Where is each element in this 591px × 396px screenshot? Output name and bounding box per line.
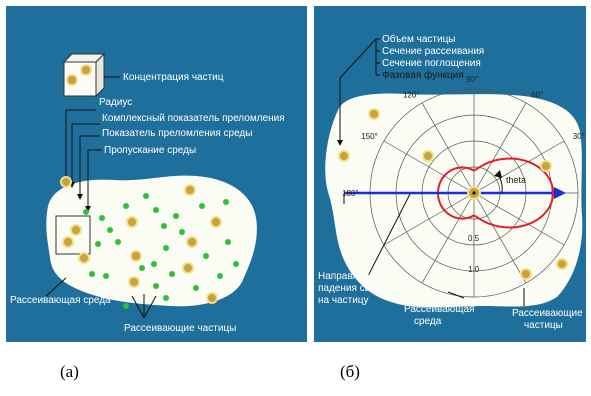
- small-particle: [225, 239, 231, 245]
- radial-label-1-0: 1.0: [468, 265, 480, 274]
- small-particle: [169, 271, 175, 277]
- label-absorption-cross-section: Сечение поглощения: [382, 58, 481, 69]
- polar-spoke: [383, 192, 475, 246]
- small-particle: [217, 273, 223, 279]
- small-particle: [153, 207, 159, 213]
- radial-label-0-5: 0.5: [468, 234, 480, 243]
- small-particle: [173, 213, 179, 219]
- small-particle: [193, 285, 199, 291]
- incident-ray-arrowhead: [554, 187, 566, 199]
- caption-a: (а): [60, 362, 79, 381]
- large-particle: [70, 224, 82, 236]
- label-transmission: Пропускание среды: [104, 145, 196, 156]
- large-particle: [128, 276, 140, 288]
- scattering-medium-blob: [46, 175, 257, 307]
- large-particle: [186, 236, 198, 248]
- small-particle: [223, 199, 229, 205]
- label-scattering-medium-b-2: среда: [414, 316, 442, 327]
- small-particle: [161, 223, 167, 229]
- small-particle: [83, 209, 89, 215]
- polar-spoke: [421, 102, 475, 194]
- panel-a-diagram: Концентрация частиц Радиус Комплексный п…: [10, 52, 285, 334]
- large-particle: [556, 258, 568, 270]
- label-incident-direction-3: на частицу: [318, 295, 369, 306]
- small-particle: [115, 239, 121, 245]
- small-particle: [203, 253, 209, 259]
- small-particle: [103, 273, 109, 279]
- small-particle: [233, 261, 239, 267]
- small-particle: [151, 261, 157, 267]
- large-particle: [368, 108, 380, 120]
- large-particle: [520, 268, 532, 280]
- label-complex-index: Комплексный показатель преломления: [102, 113, 285, 124]
- large-particle: [62, 236, 74, 248]
- theta-arrowhead: [494, 170, 502, 178]
- small-particle: [139, 265, 145, 271]
- label-incident-direction-1: Направление: [318, 271, 381, 282]
- label-concentration: Концентрация частиц: [123, 72, 224, 83]
- polar-spoke: [383, 140, 475, 194]
- top-leader-arrowhead: [337, 140, 343, 146]
- small-particle: [89, 271, 95, 277]
- panel-a: Концентрация частиц Радиус Комплексный п…: [6, 6, 307, 342]
- small-particle: [123, 303, 129, 309]
- label-scattering-medium: Рассеивающая среда: [10, 295, 111, 306]
- large-particle: [126, 216, 138, 228]
- particles-b: [338, 108, 568, 280]
- angle-label-120: 120°: [403, 90, 420, 99]
- label-scattering-particles: Рассеивающие частицы: [124, 323, 236, 334]
- large-particle: [182, 262, 194, 274]
- large-particle: [540, 160, 552, 172]
- small-particle: [163, 295, 169, 301]
- small-particle: [123, 203, 129, 209]
- angle-label-180: 180°: [342, 189, 359, 198]
- large-particle: [60, 176, 72, 188]
- label-incident-direction-2: падения света: [318, 283, 386, 294]
- angle-label-150: 150°: [361, 132, 378, 141]
- small-particle: [153, 283, 159, 289]
- small-particle: [95, 241, 101, 247]
- leader-lines-b: [339, 38, 525, 306]
- label-radius: Радиус: [99, 97, 132, 108]
- angle-label-60: 60°: [531, 90, 543, 99]
- large-particle: [338, 150, 350, 162]
- angle-label-30: 30°: [573, 132, 585, 141]
- polar-spoke: [473, 192, 565, 246]
- polar-spoke: [421, 192, 475, 284]
- label-scattering-particles-b-2: частицы: [524, 320, 563, 331]
- particles-a: [60, 176, 239, 309]
- large-particle: [130, 250, 142, 262]
- caption-b: (б): [340, 362, 360, 381]
- label-theta: theta: [506, 175, 526, 185]
- label-scattering-particles-b-1: Рассеивающие: [512, 308, 583, 319]
- small-particle: [199, 203, 205, 209]
- label-scattering-cross-section: Сечение рассеивания: [382, 46, 484, 57]
- large-particle: [184, 184, 196, 196]
- small-particle: [99, 215, 105, 221]
- label-phase-function: Фазовая функция: [382, 69, 464, 81]
- large-particle: [422, 150, 434, 162]
- angle-label-90: 90°: [466, 75, 478, 84]
- concentration-cube: [62, 52, 106, 98]
- label-scattering-medium-b-1: Рассеивающая: [404, 304, 475, 315]
- label-particle-volume: Объем частицы: [382, 33, 456, 45]
- small-particle: [179, 229, 185, 235]
- large-particle: [206, 292, 218, 304]
- panel-b-diagram: theta 0°30°60°90°120°150°180° 0.5 1.0 Об…: [318, 33, 585, 331]
- sample-region-square: [55, 215, 91, 255]
- polar-spoke: [473, 140, 565, 194]
- polar-spoke: [473, 102, 527, 194]
- center-particle-core: [472, 191, 476, 195]
- panel-b: theta 0°30°60°90°120°150°180° 0.5 1.0 Об…: [314, 6, 586, 342]
- label-medium-index: Показатель преломления среды: [102, 128, 252, 139]
- small-particle: [107, 227, 113, 233]
- small-particle: [163, 245, 169, 251]
- leader-lines-a: [45, 76, 157, 319]
- large-particle: [210, 216, 222, 228]
- polar-spoke: [473, 192, 527, 284]
- angle-labels: 0°30°60°90°120°150°180°: [342, 75, 585, 198]
- large-particle: [78, 252, 90, 264]
- small-particle: [143, 193, 149, 199]
